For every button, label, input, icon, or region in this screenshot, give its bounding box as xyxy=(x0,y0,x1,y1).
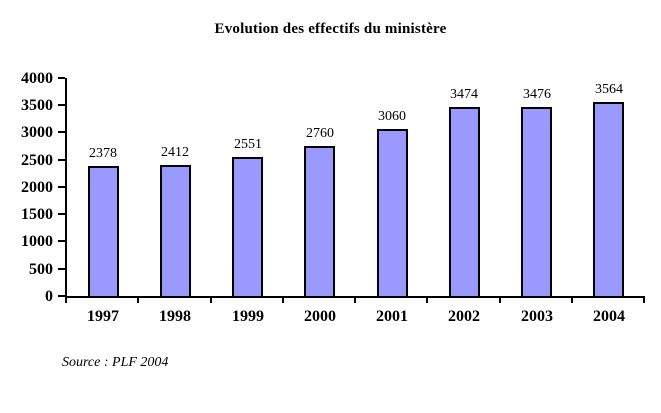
bar-value-label: 2551 xyxy=(234,137,262,152)
x-category-label: 2003 xyxy=(521,308,553,325)
x-tick xyxy=(354,298,356,303)
chart-title: Evolution des effectifs du ministère xyxy=(214,21,447,37)
y-tick-label: 1500 xyxy=(21,206,53,223)
x-category-label: 1999 xyxy=(232,308,264,325)
bar-value-label: 3474 xyxy=(450,87,478,102)
bar xyxy=(88,166,119,298)
x-axis-line xyxy=(65,296,645,298)
x-tick xyxy=(499,298,501,303)
bar-value-label: 2760 xyxy=(306,126,334,141)
bar-value-label: 3060 xyxy=(378,109,406,124)
y-tick-label: 2500 xyxy=(21,152,53,169)
y-tick xyxy=(58,77,65,79)
y-tick xyxy=(58,213,65,215)
bar xyxy=(377,129,408,298)
x-tick xyxy=(643,298,645,303)
y-tick xyxy=(58,159,65,161)
x-tick xyxy=(426,298,428,303)
bar xyxy=(449,107,480,298)
y-tick xyxy=(58,240,65,242)
x-category-label: 2002 xyxy=(448,308,480,325)
x-tick xyxy=(65,298,67,303)
bar xyxy=(160,165,191,298)
x-category-label: 2004 xyxy=(593,308,625,325)
bar-value-label: 3564 xyxy=(595,82,623,97)
x-category-label: 2000 xyxy=(304,308,336,325)
y-tick xyxy=(58,268,65,270)
y-tick-label: 500 xyxy=(29,261,53,278)
y-tick-label: 3500 xyxy=(21,97,53,114)
x-tick xyxy=(282,298,284,303)
y-tick xyxy=(58,104,65,106)
y-tick-label: 3000 xyxy=(21,124,53,141)
y-tick-label: 4000 xyxy=(21,70,53,87)
x-category-label: 2001 xyxy=(376,308,408,325)
y-tick xyxy=(58,186,65,188)
bar-value-label: 2412 xyxy=(161,145,189,160)
y-tick-label: 1000 xyxy=(21,233,53,250)
bar xyxy=(304,146,335,298)
x-tick xyxy=(137,298,139,303)
bar-value-label: 2378 xyxy=(89,146,117,161)
y-tick xyxy=(58,131,65,133)
x-tick xyxy=(571,298,573,303)
bar xyxy=(521,107,552,298)
bar-value-label: 3476 xyxy=(523,87,551,102)
y-axis-line xyxy=(65,78,67,298)
y-tick xyxy=(58,295,65,297)
x-category-label: 1998 xyxy=(159,308,191,325)
bar xyxy=(593,102,624,298)
bar xyxy=(232,157,263,298)
x-tick xyxy=(210,298,212,303)
y-tick-label: 0 xyxy=(45,288,53,305)
x-category-label: 1997 xyxy=(87,308,119,325)
source-note: Source : PLF 2004 xyxy=(62,355,169,370)
y-tick-label: 2000 xyxy=(21,179,53,196)
